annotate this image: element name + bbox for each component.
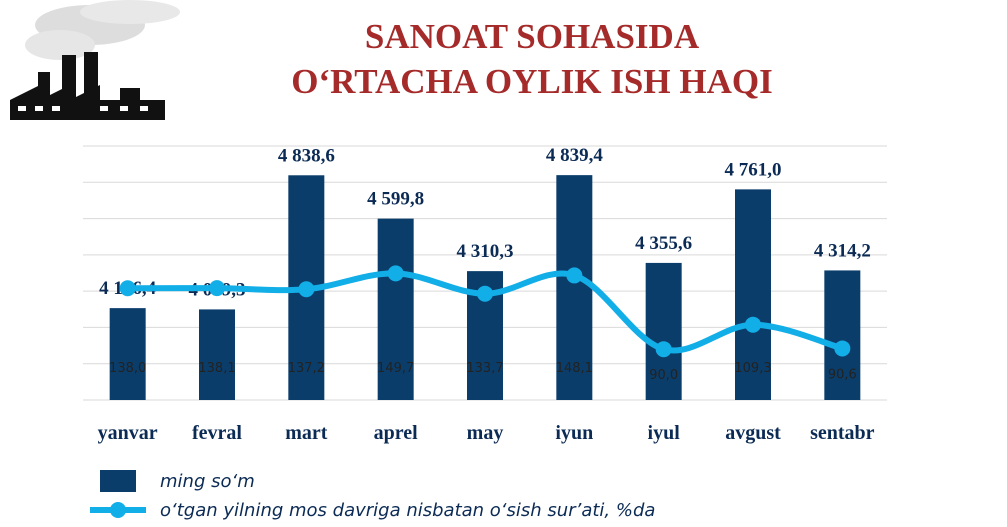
data-label: 4 599,8 (367, 189, 424, 210)
x-tick-label: avgust (725, 422, 781, 444)
data-label: 4 761,0 (725, 159, 782, 180)
legend-swatch (110, 502, 126, 518)
data-label: 4 838,6 (278, 145, 335, 166)
bar (377, 218, 414, 400)
plot-area: yanvar fevral mart aprel may iyun iyul avgust se… (83, 145, 887, 444)
chart-title: SANOAT SOHASIDA (365, 17, 700, 56)
x-tick-label: iyul (648, 422, 681, 444)
x-tick-label: may (467, 422, 504, 444)
line-point (834, 340, 851, 357)
data-label: 138,0 (109, 361, 146, 376)
x-tick-label: fevral (192, 422, 242, 444)
x-tick-label: mart (285, 422, 328, 444)
legend-swatch (100, 470, 136, 492)
line-point (119, 280, 136, 297)
x-tick-label: aprel (374, 422, 419, 444)
x-tick-label: sentabr (810, 422, 875, 444)
data-label: 4 310,3 (457, 241, 514, 262)
bar (735, 189, 771, 400)
line-point (387, 265, 404, 282)
legend-label: ming so‘m (160, 471, 255, 492)
data-label: 138,1 (198, 361, 235, 376)
bar (109, 308, 146, 400)
bar (645, 262, 682, 400)
line-point (655, 341, 672, 358)
data-label: 4 314,2 (814, 240, 871, 261)
line-point (566, 267, 583, 284)
data-label: 4 355,6 (635, 233, 692, 254)
bar (556, 175, 593, 400)
x-tick-label: yanvar (98, 422, 158, 444)
line-point (745, 316, 761, 333)
line (127, 270, 844, 354)
data-label: 4 839,4 (546, 145, 604, 166)
data-label: 148,1 (556, 361, 593, 376)
factory-icon (10, 0, 180, 120)
bar (824, 270, 861, 400)
chart-title: O‘RTACHA OYLIK ISH HAQI (291, 62, 772, 101)
data-label: 90,0 (649, 368, 678, 383)
data-label: 133,7 (466, 361, 503, 376)
data-label: 149,7 (377, 361, 414, 376)
data-label: 90,6 (828, 367, 857, 382)
bar (199, 309, 235, 400)
x-tick-label: iyun (555, 422, 593, 444)
data-label: 137,2 (288, 361, 325, 376)
legend-label: o‘tgan yilning mos davriga nisbatan o‘si… (160, 500, 655, 521)
line-point (477, 285, 493, 302)
line-point (298, 281, 315, 298)
line-point (209, 280, 225, 297)
data-label: 109,3 (734, 361, 771, 376)
